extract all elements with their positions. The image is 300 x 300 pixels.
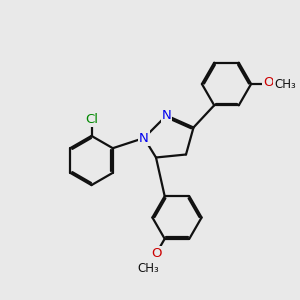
Text: O: O (151, 248, 161, 260)
Text: N: N (162, 109, 171, 122)
Text: O: O (263, 76, 274, 89)
Text: CH₃: CH₃ (274, 77, 296, 91)
Text: Cl: Cl (85, 113, 98, 126)
Text: N: N (139, 131, 149, 145)
Text: CH₃: CH₃ (137, 262, 159, 275)
